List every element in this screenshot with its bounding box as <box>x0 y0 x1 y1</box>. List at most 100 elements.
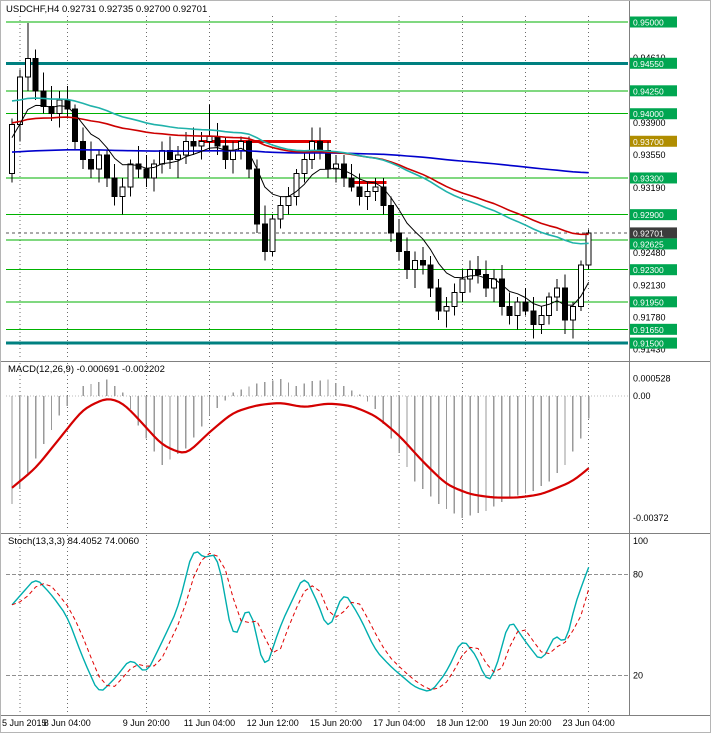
stoch-indicator-label: Stoch(13,3,3) 84.4052 74.0060 <box>8 536 139 547</box>
candle-body <box>435 287 442 312</box>
price-axis-tick: 0.94610 <box>633 53 666 63</box>
candle-body <box>569 305 576 321</box>
candle-body <box>419 260 426 266</box>
candle-body <box>253 168 260 225</box>
stoch-axis-label: 80 <box>633 570 643 580</box>
time-axis-label: 17 Jun 04:00 <box>373 718 425 728</box>
candle-body <box>174 154 181 161</box>
stoch-axis-label: 100 <box>633 536 648 546</box>
candle-body <box>577 264 584 307</box>
price-axis-tick: 0.93900 <box>633 118 666 128</box>
time-axis-label: 8 Jun 04:00 <box>44 718 91 728</box>
candle-body <box>198 140 205 147</box>
candle-body <box>301 159 308 174</box>
candle-body <box>317 140 324 151</box>
candle-body <box>546 296 553 317</box>
candle-body <box>285 195 292 206</box>
candle-body <box>388 204 395 234</box>
price-axis-tick: 0.93550 <box>633 150 666 160</box>
price-level-badge-label: 0.94250 <box>633 86 664 96</box>
price-level-badge <box>630 135 677 147</box>
price-level-badge-label: 0.94550 <box>633 59 664 69</box>
candle-body <box>95 154 102 170</box>
price-axis-tick: 0.91780 <box>633 312 666 322</box>
stoch-d-line <box>11 552 590 691</box>
candle-body <box>554 287 561 298</box>
price-level-badge-label: 0.94000 <box>633 109 664 119</box>
stoch-axis-label: 20 <box>633 670 643 680</box>
time-axis-label: 12 Jun 12:00 <box>247 718 299 728</box>
candle-body <box>427 264 434 289</box>
candle-body <box>269 218 276 252</box>
candle-body <box>372 186 379 193</box>
candle-body <box>230 149 237 161</box>
price-level-badge-label: 0.93300 <box>633 173 664 183</box>
price-level-badge <box>630 16 677 28</box>
price-level-badge-label: 0.93700 <box>633 137 664 147</box>
candle-body <box>111 177 118 197</box>
candle-body <box>498 278 505 307</box>
price-level-badge-label: 0.95000 <box>633 18 664 28</box>
price-axis-tick: 0.92130 <box>633 280 666 290</box>
candle-body <box>182 140 189 156</box>
price-level-badge <box>630 337 677 349</box>
price-level-badge <box>630 108 677 120</box>
macd-axis-label: -0.00372 <box>633 513 669 523</box>
candle-body <box>293 172 300 197</box>
candle-body <box>143 168 150 179</box>
ma-line-black <box>11 104 590 307</box>
candle-body <box>151 163 158 179</box>
time-axis-label: 23 Jun 04:00 <box>563 718 615 728</box>
price-level-badge <box>630 209 677 221</box>
price-level-badge <box>630 264 677 276</box>
candle-body <box>475 269 482 275</box>
time-axis-label: 11 Jun 04:00 <box>184 718 235 728</box>
candle-body <box>411 260 418 271</box>
candle-body <box>222 145 229 161</box>
candle-body <box>9 124 15 174</box>
price-axis-tick: 0.91430 <box>633 345 666 355</box>
price-level-badge <box>630 323 677 335</box>
candle-body <box>404 250 410 271</box>
candle-body <box>24 58 31 78</box>
price-level-badge <box>630 172 677 184</box>
price-level-badge-label: 0.91650 <box>633 325 664 335</box>
price-level-badge <box>630 57 677 69</box>
time-axis-label: 9 Jun 20:00 <box>123 718 170 728</box>
macd-axis-label: 0.000528 <box>633 374 671 384</box>
time-axis-label: 18 Jun 12:00 <box>436 718 488 728</box>
candle-body <box>364 191 371 197</box>
price-axis-tick: 0.92480 <box>633 248 666 258</box>
macd-signal-line <box>11 398 590 499</box>
macd-axis-label: 0.00 <box>633 391 651 401</box>
candle-body <box>56 99 63 115</box>
candle-body <box>88 159 94 170</box>
time-axis-label: 5 Jun 2015 <box>2 718 47 728</box>
candle-body <box>356 186 363 197</box>
candle-body <box>261 223 268 252</box>
candle-body <box>103 154 110 179</box>
candle-body <box>190 140 197 147</box>
candle-body <box>522 301 529 312</box>
candle-body <box>467 269 474 280</box>
candle-body <box>32 58 39 92</box>
symbol-ohlc-header: USDCHF,H4 0.92731 0.92735 0.92700 0.9270… <box>6 4 208 15</box>
candle-body <box>443 305 450 312</box>
candle-body <box>277 204 284 220</box>
candle-body <box>332 163 339 170</box>
stoch-k-line <box>11 551 590 692</box>
price-level-badge-label: 0.91950 <box>633 297 664 307</box>
candle-body <box>72 108 79 142</box>
candle-body <box>483 273 489 289</box>
candle-body <box>506 305 513 317</box>
candle-body <box>459 278 466 294</box>
candle-body <box>214 136 221 147</box>
ma-line-teal <box>11 97 589 245</box>
price-level-badge-label: 0.92900 <box>633 210 664 220</box>
candle-body <box>246 140 252 170</box>
candle-body <box>514 301 521 317</box>
price-level-badge-label: 0.91500 <box>633 339 664 349</box>
price-level-badge-label: 0.92300 <box>633 265 664 275</box>
